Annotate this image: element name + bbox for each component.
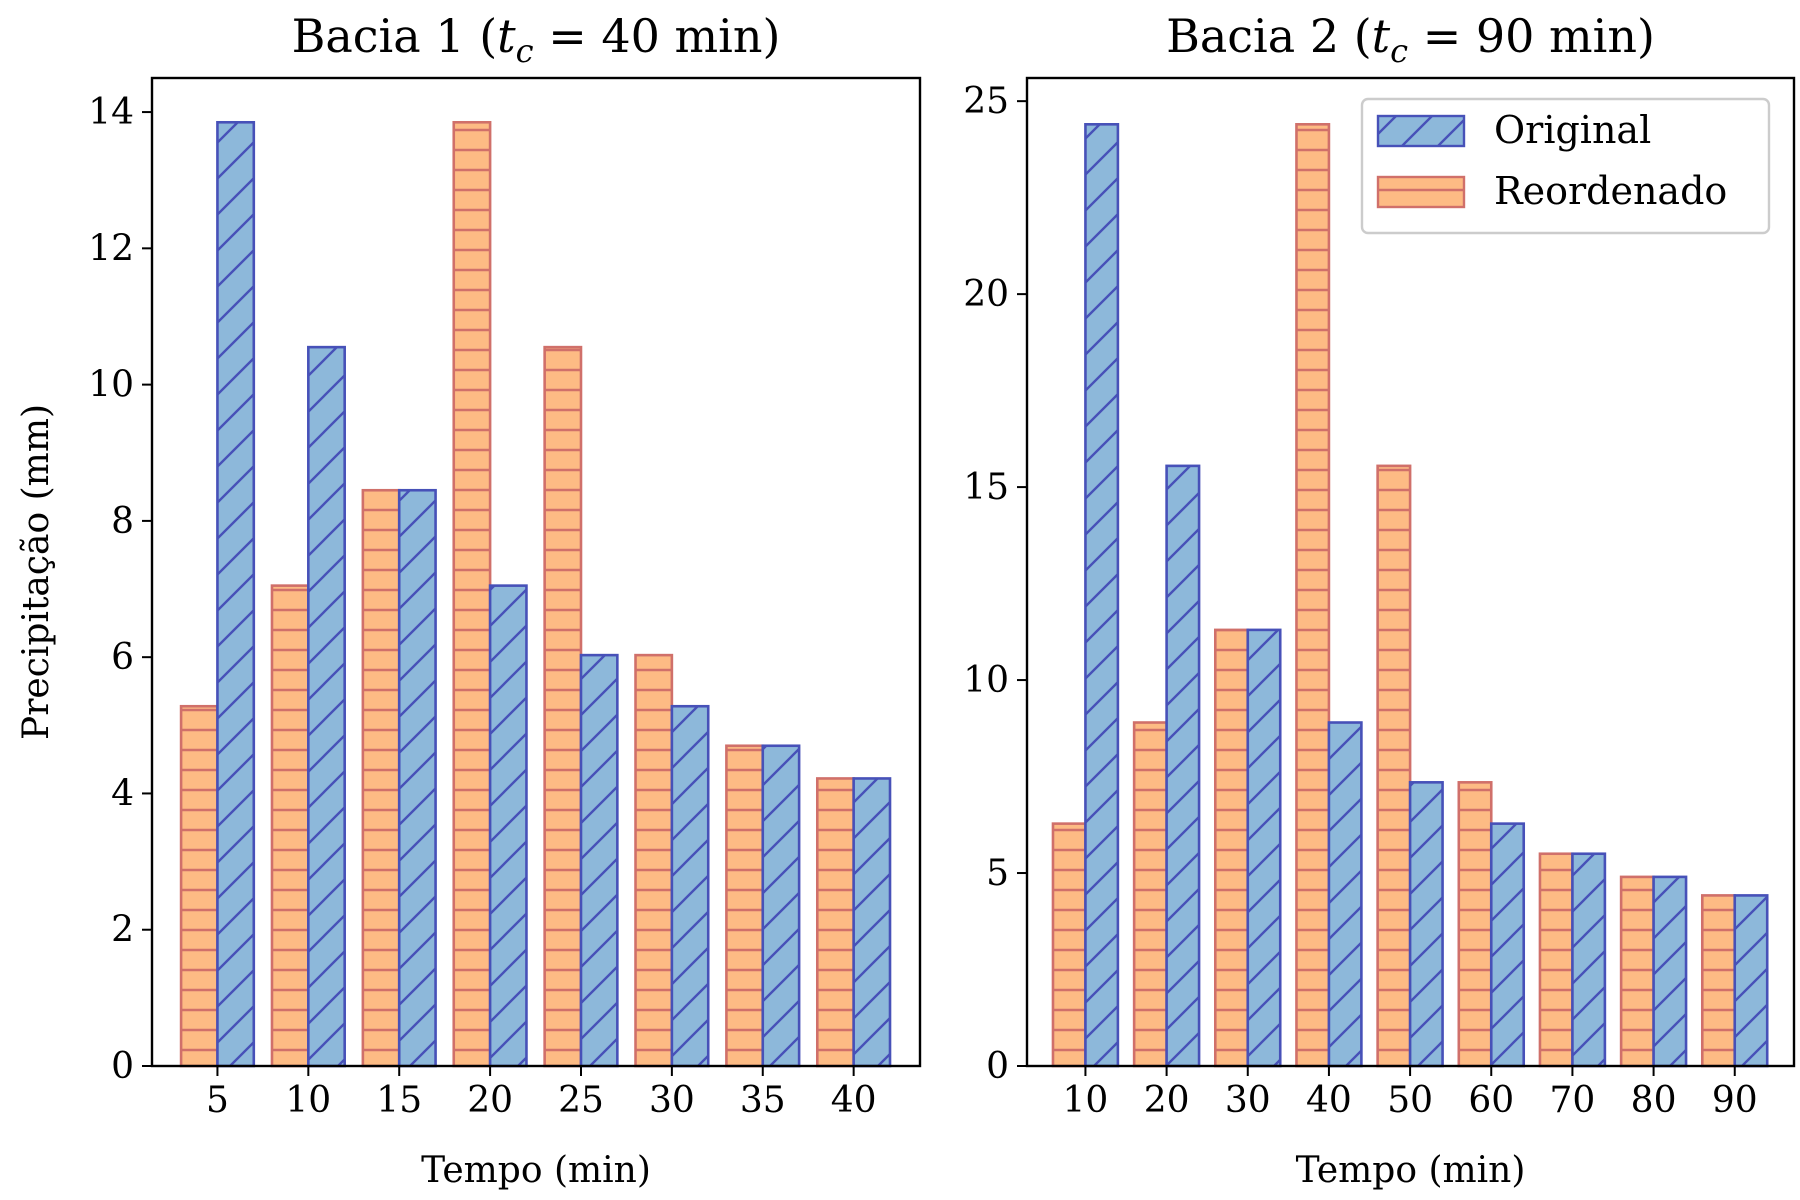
bar-original-hatch: [852, 777, 892, 1068]
bar-reordenado-hatch: [1700, 894, 1737, 1068]
chart-title: Bacia 2 (tc = 90 min): [1166, 9, 1655, 70]
bar-reordenado-hatch: [452, 120, 492, 1068]
y-tick-label: 15: [963, 467, 1009, 508]
x-tick-label: 80: [1631, 1080, 1677, 1121]
bar-original-hatch: [1246, 628, 1282, 1068]
bar-original-hatch: [1408, 781, 1444, 1068]
bar-reordenado-hatch: [179, 704, 219, 1068]
legend-original-swatch-hatch: [1376, 114, 1466, 148]
axes-frame: [1025, 76, 1796, 1068]
y-tick-label: 10: [88, 365, 134, 406]
bar-reordenado-hatch: [1376, 464, 1412, 1068]
y-tick-label: 2: [111, 910, 134, 951]
bar-reordenado-hatch: [1214, 628, 1250, 1068]
bar-original-hatch: [1571, 852, 1607, 1068]
y-tick-label: 5: [986, 853, 1009, 894]
bar-reordenado-hatch: [1295, 123, 1331, 1068]
bar-reordenado-hatch: [1051, 822, 1087, 1068]
x-tick-label: 40: [1306, 1080, 1352, 1121]
bar-original-hatch: [1327, 721, 1363, 1068]
y-tick-label: 0: [986, 1046, 1009, 1087]
y-tick-label: 0: [111, 1046, 134, 1087]
chart-bacia-1: 5 10 15 20 25 30 35 40 0 2 4 6 8 10 12 14 Tempo (min) Pre…: [16, 9, 922, 1191]
bar-reordenado-hatch: [1132, 721, 1168, 1068]
legend: Original Reordenado: [1360, 97, 1771, 235]
bar-original-hatch: [216, 120, 256, 1068]
bar-original-hatch: [670, 704, 710, 1068]
x-tick-label: 90: [1712, 1080, 1758, 1121]
x-tick-label: 30: [1225, 1080, 1271, 1121]
y-axis-label: Precipitação (mm): [16, 404, 57, 740]
y-tick-label: 14: [88, 92, 134, 133]
x-tick-label: 25: [558, 1080, 604, 1121]
bar-reordenado-hatch: [361, 488, 401, 1068]
x-tick-label: 10: [1063, 1080, 1109, 1121]
bar-original-hatch: [397, 488, 437, 1068]
bar-reordenado-hatch: [725, 744, 765, 1068]
y-tick-label: 25: [963, 81, 1009, 122]
bar-original-hatch: [1652, 875, 1688, 1068]
bar-reordenado-hatch: [1619, 875, 1655, 1068]
chart-bacia-2: 10 20 30 40 50 60 70 80 90 0 5 10 15 20 25 Tempo (min) B…: [963, 9, 1796, 1191]
x-tick-label: 50: [1387, 1080, 1433, 1121]
x-tick-label: 30: [649, 1080, 695, 1121]
bar-original-hatch: [579, 653, 619, 1068]
y-tick-label: 12: [88, 228, 134, 269]
bar-reordenado-hatch: [634, 653, 674, 1068]
bar-original-hatch: [488, 584, 528, 1068]
legend-reordenado-swatch-hatch: [1376, 175, 1466, 209]
bar-reordenado-hatch: [815, 777, 855, 1068]
y-tick-label: 6: [111, 637, 134, 678]
legend-reordenado-label: Reordenado: [1494, 169, 1727, 213]
bar-original-hatch: [307, 345, 346, 1068]
bar-original-hatch: [761, 744, 801, 1068]
bar-reordenado-hatch: [543, 345, 583, 1068]
bar-reordenado-hatch: [1457, 781, 1493, 1068]
bar-original-hatch: [1084, 123, 1120, 1068]
legend-original-label: Original: [1494, 108, 1651, 152]
bar-original-hatch: [1489, 822, 1526, 1068]
y-tick-label: 20: [963, 274, 1009, 315]
y-tick-label: 8: [111, 501, 134, 542]
bar-original-hatch: [1733, 894, 1769, 1068]
bar-original-hatch: [1165, 464, 1201, 1068]
x-axis-label: Tempo (min): [1296, 1150, 1526, 1191]
x-tick-label: 15: [376, 1080, 422, 1121]
x-tick-label: 5: [206, 1080, 229, 1121]
chart-title: Bacia 1 (tc = 40 min): [292, 9, 781, 70]
x-tick-label: 20: [467, 1080, 513, 1121]
x-tick-label: 20: [1144, 1080, 1190, 1121]
bar-reordenado-hatch: [270, 584, 310, 1068]
x-tick-label: 35: [740, 1080, 786, 1121]
x-tick-label: 60: [1468, 1080, 1514, 1121]
axes-frame: [150, 76, 922, 1068]
x-axis-label: Tempo (min): [421, 1150, 651, 1191]
y-tick-label: 4: [111, 773, 134, 814]
x-tick-label: 10: [285, 1080, 331, 1121]
x-tick-label: 40: [831, 1080, 877, 1121]
bar-reordenado-hatch: [1538, 852, 1574, 1068]
x-tick-label: 70: [1550, 1080, 1596, 1121]
y-tick-label: 10: [963, 660, 1009, 701]
